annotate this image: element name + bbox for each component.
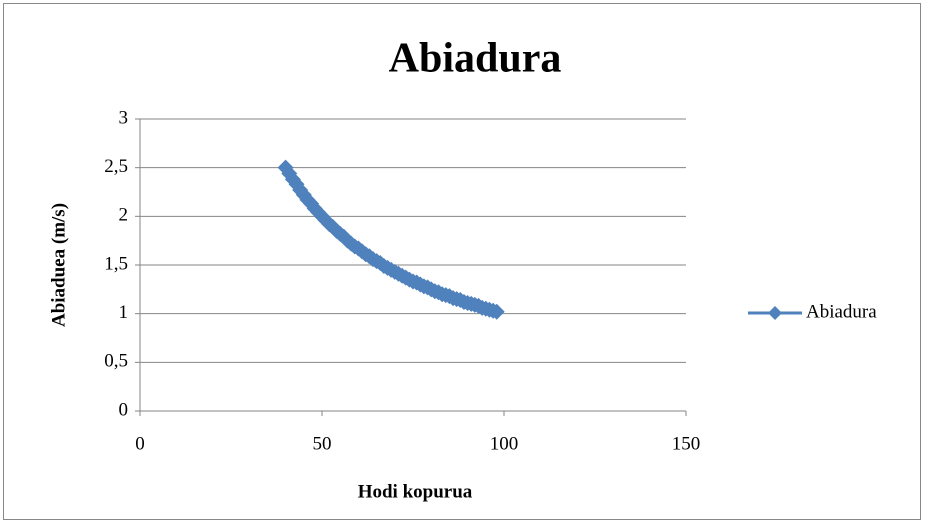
x-tick-label: 100 [490,433,519,454]
chart-border [3,3,921,520]
y-tick-label: 2 [119,205,129,226]
legend-marker [768,306,782,320]
y-axis-title: Abiaduea (m/s) [48,203,69,327]
x-axis-title: Hodi kopurua [358,481,473,502]
y-tick-label: 2,5 [104,156,128,177]
chart-title: Abiadura [389,36,562,82]
y-tick-label: 1 [119,302,129,323]
y-tick-label: 0 [119,399,129,420]
y-tick-label: 3 [119,107,129,128]
data-point [488,303,505,320]
legend-label: Abiadura [806,301,877,322]
x-tick-label: 50 [313,433,332,454]
y-tick-label: 1,5 [104,253,128,274]
x-tick-label: 150 [672,433,701,454]
y-tick-label: 0,5 [104,351,128,372]
x-tick-label: 0 [135,433,145,454]
